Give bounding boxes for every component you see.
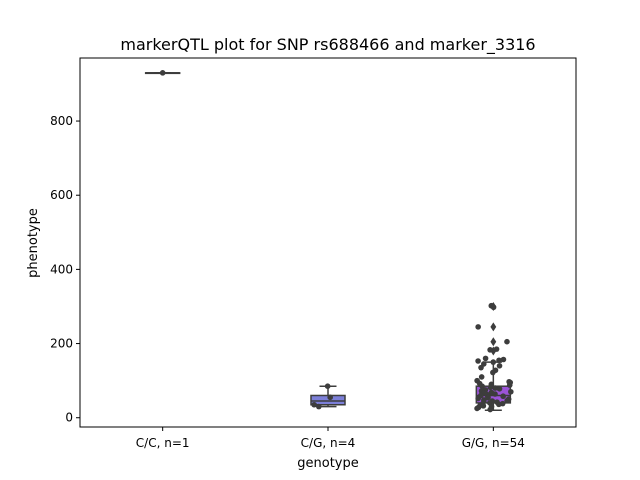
boxes-layer	[144, 72, 512, 412]
data-point	[496, 363, 503, 369]
data-point	[479, 383, 485, 390]
data-point	[490, 359, 497, 365]
data-point	[504, 397, 510, 404]
box-body	[310, 394, 346, 406]
data-point	[496, 401, 502, 408]
points-layer	[159, 70, 514, 413]
y-tick-label: 200	[50, 337, 73, 351]
data-point	[492, 391, 498, 397]
box-group	[310, 385, 346, 408]
y-tick-label: 600	[50, 188, 73, 202]
data-point	[480, 403, 487, 409]
plot-area-frame	[79, 57, 577, 428]
data-point	[475, 358, 481, 364]
data-point	[493, 346, 500, 352]
data-point	[327, 394, 333, 401]
data-point	[487, 347, 493, 353]
data-point	[311, 401, 317, 408]
data-point	[482, 355, 489, 362]
data-point	[496, 386, 503, 392]
x-axis-label: genotype	[297, 456, 358, 471]
data-point	[475, 324, 481, 330]
outlier-marker	[490, 337, 497, 347]
data-point	[315, 403, 322, 410]
data-point	[487, 384, 494, 391]
data-point	[324, 383, 331, 390]
data-point	[496, 357, 502, 364]
chart-title: markerQTL plot for SNP rs688466 and mark…	[120, 35, 535, 55]
data-point	[478, 364, 484, 371]
y-tick-label: 800	[50, 114, 73, 128]
data-point	[492, 385, 498, 391]
outlier-marker	[490, 322, 497, 332]
y-tick-label: 400	[50, 262, 73, 276]
data-point	[500, 393, 506, 400]
data-point	[487, 406, 493, 413]
x-tick-label: C/G, n=4	[301, 436, 356, 450]
data-point	[490, 369, 496, 376]
y-axis: 0 200 400 600 800	[50, 114, 80, 425]
data-point	[475, 395, 482, 402]
data-point	[504, 338, 510, 345]
data-point	[474, 405, 480, 412]
y-tick-label: 0	[65, 411, 73, 425]
data-point	[481, 398, 487, 405]
data-point	[159, 70, 166, 76]
x-axis: C/C, n=1 C/G, n=4 G/G, n=54	[136, 427, 525, 450]
data-point	[478, 374, 485, 380]
data-point	[500, 356, 507, 363]
data-point	[508, 388, 514, 395]
data-point	[506, 382, 513, 388]
x-tick-label: G/G, n=54	[462, 436, 525, 450]
data-point	[490, 304, 497, 311]
x-tick-label: C/C, n=1	[136, 436, 190, 450]
y-axis-label: phenotype	[26, 208, 41, 278]
